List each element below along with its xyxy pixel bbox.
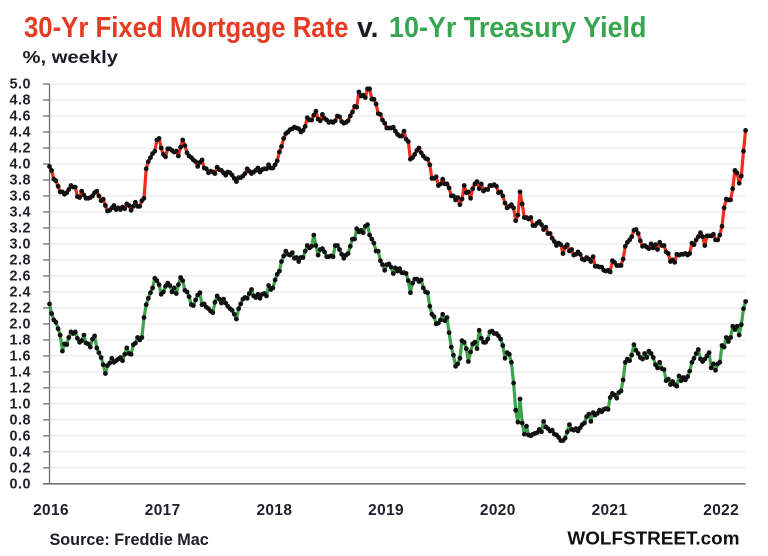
svg-text:v.: v. [357,12,379,44]
svg-text:4.2: 4.2 [9,141,31,157]
svg-text:WOLFSTREET.com: WOLFSTREET.com [567,529,739,550]
svg-text:1.8: 1.8 [9,333,31,349]
svg-text:4.8: 4.8 [9,93,31,109]
svg-text:1.4: 1.4 [9,365,31,381]
svg-text:2016: 2016 [33,502,69,519]
svg-text:1.2: 1.2 [9,381,31,397]
svg-text:2.2: 2.2 [9,301,31,317]
svg-text:2021: 2021 [592,502,628,519]
svg-text:0.6: 0.6 [9,429,31,445]
svg-text:4.4: 4.4 [9,125,31,141]
svg-text:1.0: 1.0 [9,397,31,413]
svg-text:3.4: 3.4 [9,205,31,221]
svg-text:Source: Freddie Mac: Source: Freddie Mac [50,531,209,549]
svg-text:0.8: 0.8 [9,413,31,429]
svg-text:2.4: 2.4 [9,285,31,301]
svg-text:0.4: 0.4 [9,445,31,461]
svg-text:30-Yr Fixed Mortgage Rate: 30-Yr Fixed Mortgage Rate [24,12,349,44]
svg-text:2.6: 2.6 [9,269,31,285]
svg-text:3.8: 3.8 [9,173,31,189]
svg-text:1.6: 1.6 [9,349,31,365]
svg-text:10-Yr Treasury Yield: 10-Yr Treasury Yield [389,12,647,44]
svg-text:2017: 2017 [145,502,181,519]
svg-text:4.0: 4.0 [9,157,31,173]
svg-text:3.2: 3.2 [9,221,31,237]
svg-text:4.6: 4.6 [9,109,31,125]
svg-text:2019: 2019 [368,502,404,519]
svg-text:0.0: 0.0 [9,477,31,493]
svg-text:2.0: 2.0 [9,317,31,333]
svg-text:2018: 2018 [256,502,292,519]
svg-text:3.6: 3.6 [9,189,31,205]
svg-text:2022: 2022 [703,502,739,519]
svg-text:0.2: 0.2 [9,461,31,477]
svg-text:5.0: 5.0 [9,77,31,93]
svg-text:3.0: 3.0 [9,237,31,253]
svg-text:2.8: 2.8 [9,253,31,269]
svg-text:%, weekly: %, weekly [23,47,119,67]
svg-text:2020: 2020 [480,502,516,519]
